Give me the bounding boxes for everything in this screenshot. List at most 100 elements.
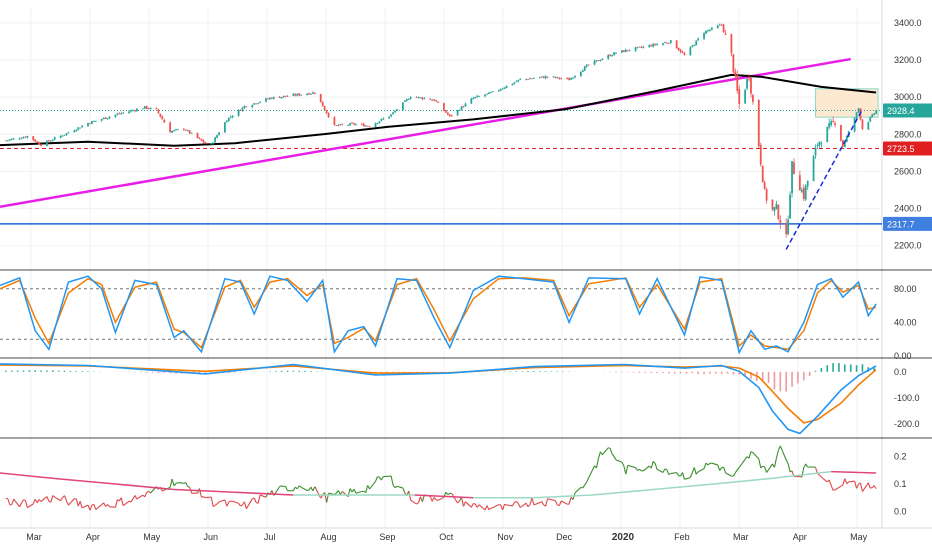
candle [746,78,748,90]
candle-body [513,82,515,83]
candle [253,103,255,105]
candle-body [21,138,23,139]
oscillator-a-segment [663,469,665,473]
macd-histogram-bar [826,365,828,372]
macd-histogram-bar [809,372,811,376]
candle-body [281,97,283,98]
candle-body [402,102,404,110]
oscillator-a-segment [145,492,147,496]
candle-body [9,139,11,140]
macd-histogram-bar [5,371,7,372]
macd-histogram-bar [75,371,77,372]
macd-histogram-bar [797,372,799,384]
candle [717,25,719,29]
candle [447,112,449,116]
candle [429,98,431,100]
candle [834,121,836,127]
candle-body [420,97,422,98]
oscillator-a-segment [61,497,63,500]
candle [574,76,576,79]
candle-body [228,118,230,121]
candle-body [64,135,66,136]
candle [445,110,447,113]
candle [662,43,664,46]
candle-body [308,93,310,94]
oscillator-a-segment [170,479,172,487]
price-tick-label: 2800.0 [894,129,922,139]
candle [36,141,38,143]
candle [711,27,713,31]
candle [750,76,752,97]
candle-body [218,133,220,136]
candle-body [185,130,187,131]
candle-body [568,78,570,80]
candle-body [711,28,713,30]
macd-histogram-bar [709,372,711,374]
candle-body [201,139,203,141]
candle-body [408,99,410,100]
candle [500,88,502,91]
oscillator-b-segment [593,490,654,496]
candle-body [334,117,336,124]
candle [349,123,351,126]
candle-body [734,72,736,76]
candle-body [547,77,549,78]
candle-body [361,124,363,125]
candle-body [670,40,672,43]
candle-body [500,89,502,90]
candle [105,117,107,119]
oscillator-a-segment [708,463,710,465]
candle [103,117,105,119]
candle-body [19,139,21,140]
candle-body [244,106,246,108]
oscillator-a-segment [225,500,227,506]
candle [813,155,815,181]
candle [760,143,762,167]
candle [120,112,122,115]
candle-body [251,105,253,107]
price-tick-label: 3000.0 [894,92,922,102]
candle [465,103,467,107]
candle-body [437,102,439,103]
candle-body [25,137,27,138]
candle-body [607,55,609,59]
oscillator-a-segment [80,501,82,508]
oscillator-a-segment [280,486,282,487]
oscillator-a-segment [684,478,690,480]
candle-body [7,140,9,141]
candle [375,122,377,127]
oscillator-b-segment [534,495,593,498]
macd-histogram-bar [785,372,787,392]
candle [355,123,357,126]
candle [625,49,627,53]
oscillator-b-segment [174,490,235,493]
stoch-tick-label: 0.00 [894,351,912,361]
macd-histogram-bar [697,372,699,374]
candle [820,141,822,148]
candle-body [283,96,285,97]
stoch-tick-label: 40.00 [894,317,917,327]
candle-body [570,78,572,80]
candle-body [269,98,271,99]
candle-body [541,76,543,77]
macd-histogram-bar [633,372,635,373]
macd-histogram-bar [163,372,165,373]
candle-body [66,133,68,135]
candle [826,127,828,143]
oscillator-a-segment [297,486,299,489]
candle [334,116,336,125]
macd-histogram-bar [557,371,559,372]
macd-histogram-bar [768,372,770,383]
oscillator-a-segment [765,467,767,473]
candle [596,60,598,62]
candle [177,129,179,130]
oscillator-a-segment [162,490,164,491]
oscillator-a-segment [704,463,706,469]
oscillator-a-segment [307,490,309,491]
macd-histogram-bar [832,363,834,372]
macd-histogram-bar [64,371,66,372]
candle [775,201,777,210]
candle-body [351,123,353,124]
candle-body [801,190,803,192]
candle [52,139,54,142]
